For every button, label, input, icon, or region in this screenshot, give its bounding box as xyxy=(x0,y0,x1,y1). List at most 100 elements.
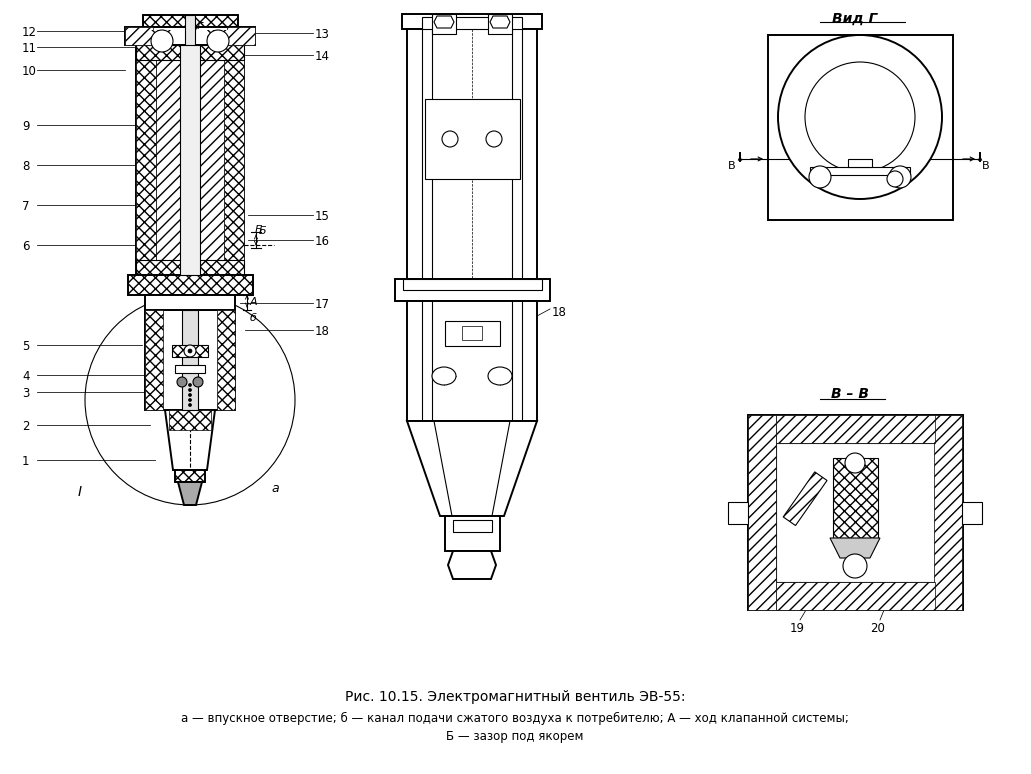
Circle shape xyxy=(207,30,229,52)
Bar xyxy=(784,472,827,526)
Polygon shape xyxy=(830,538,880,558)
Text: Рис. 10.15. Электромагнитный вентиль ЭВ-55:: Рис. 10.15. Электромагнитный вентиль ЭВ-… xyxy=(344,690,686,704)
Bar xyxy=(128,275,253,295)
Ellipse shape xyxy=(432,367,456,385)
Circle shape xyxy=(177,377,187,387)
Text: 2: 2 xyxy=(22,420,30,433)
Text: 18: 18 xyxy=(315,325,330,338)
Text: А: А xyxy=(250,297,258,307)
Bar xyxy=(776,443,935,582)
Bar xyxy=(145,310,235,410)
Circle shape xyxy=(189,403,192,406)
Polygon shape xyxy=(434,16,454,28)
Bar xyxy=(136,45,244,60)
Text: 8: 8 xyxy=(22,160,29,173)
Bar xyxy=(407,29,537,279)
Text: В: В xyxy=(728,161,736,171)
Text: I: I xyxy=(78,485,82,499)
Bar xyxy=(145,310,163,410)
Text: 9: 9 xyxy=(22,120,30,133)
Bar xyxy=(175,365,205,373)
Text: г: г xyxy=(197,19,204,32)
Text: 4: 4 xyxy=(22,370,30,383)
Bar xyxy=(407,301,537,421)
Text: а — впускное отверстие; б — канал подачи сжатого воздуха к потребителю; А — ход : а — впускное отверстие; б — канал подачи… xyxy=(181,712,849,725)
Bar xyxy=(422,17,522,29)
Bar xyxy=(185,15,195,265)
Circle shape xyxy=(189,383,192,386)
Circle shape xyxy=(184,345,196,357)
Text: 16: 16 xyxy=(315,235,330,248)
Bar xyxy=(402,14,542,29)
Text: 1: 1 xyxy=(22,455,30,468)
Circle shape xyxy=(887,171,903,187)
Text: Б — зазор под якорем: Б — зазор под якорем xyxy=(446,730,584,743)
Circle shape xyxy=(805,62,914,172)
Bar xyxy=(776,582,935,610)
Text: 10: 10 xyxy=(22,65,37,78)
Circle shape xyxy=(778,35,942,199)
Polygon shape xyxy=(178,482,202,505)
Bar xyxy=(849,159,872,167)
Bar xyxy=(445,516,500,551)
Bar xyxy=(768,35,953,220)
Circle shape xyxy=(442,131,458,147)
Text: В: В xyxy=(982,161,990,171)
Bar xyxy=(125,27,153,45)
Bar xyxy=(776,415,935,443)
Polygon shape xyxy=(490,16,510,28)
Text: а: а xyxy=(271,482,278,495)
Text: 5: 5 xyxy=(22,340,29,353)
Bar xyxy=(136,45,244,275)
Text: Б: Б xyxy=(259,226,267,236)
Circle shape xyxy=(809,166,831,188)
Text: Б: Б xyxy=(255,225,263,235)
Bar xyxy=(207,30,229,41)
Bar xyxy=(453,520,492,532)
Polygon shape xyxy=(165,410,215,470)
Bar xyxy=(462,326,483,340)
Bar xyxy=(395,279,550,301)
Bar xyxy=(810,167,910,175)
Circle shape xyxy=(189,393,192,396)
Text: 17: 17 xyxy=(315,298,330,311)
Bar xyxy=(136,45,156,275)
Circle shape xyxy=(151,30,173,52)
Polygon shape xyxy=(407,421,537,516)
Bar xyxy=(432,14,456,34)
Circle shape xyxy=(188,349,192,353)
Bar xyxy=(145,295,235,310)
Bar xyxy=(217,310,235,410)
Bar xyxy=(425,99,520,179)
Circle shape xyxy=(845,453,865,473)
Bar xyxy=(156,60,188,260)
Bar xyxy=(403,279,542,290)
Circle shape xyxy=(193,377,203,387)
Circle shape xyxy=(843,554,867,578)
Bar xyxy=(180,45,200,275)
Circle shape xyxy=(486,131,502,147)
Bar xyxy=(182,310,198,410)
Text: 18: 18 xyxy=(552,306,567,319)
Bar xyxy=(172,345,208,357)
Circle shape xyxy=(889,166,911,188)
Bar xyxy=(151,30,173,41)
Bar xyxy=(192,60,224,260)
Text: 15: 15 xyxy=(315,210,330,223)
Circle shape xyxy=(189,399,192,402)
Bar xyxy=(728,502,749,524)
Bar xyxy=(136,260,244,275)
Bar xyxy=(749,415,776,610)
Polygon shape xyxy=(448,551,496,579)
Text: Вид Г: Вид Г xyxy=(832,12,877,26)
Text: 3: 3 xyxy=(22,387,29,400)
Circle shape xyxy=(189,389,192,392)
Bar xyxy=(488,14,512,34)
Text: 19: 19 xyxy=(790,622,805,635)
Text: 13: 13 xyxy=(315,28,330,41)
Bar xyxy=(227,27,255,45)
Text: 7: 7 xyxy=(22,200,30,213)
Bar xyxy=(749,415,963,610)
Ellipse shape xyxy=(488,367,512,385)
Bar xyxy=(175,470,205,482)
